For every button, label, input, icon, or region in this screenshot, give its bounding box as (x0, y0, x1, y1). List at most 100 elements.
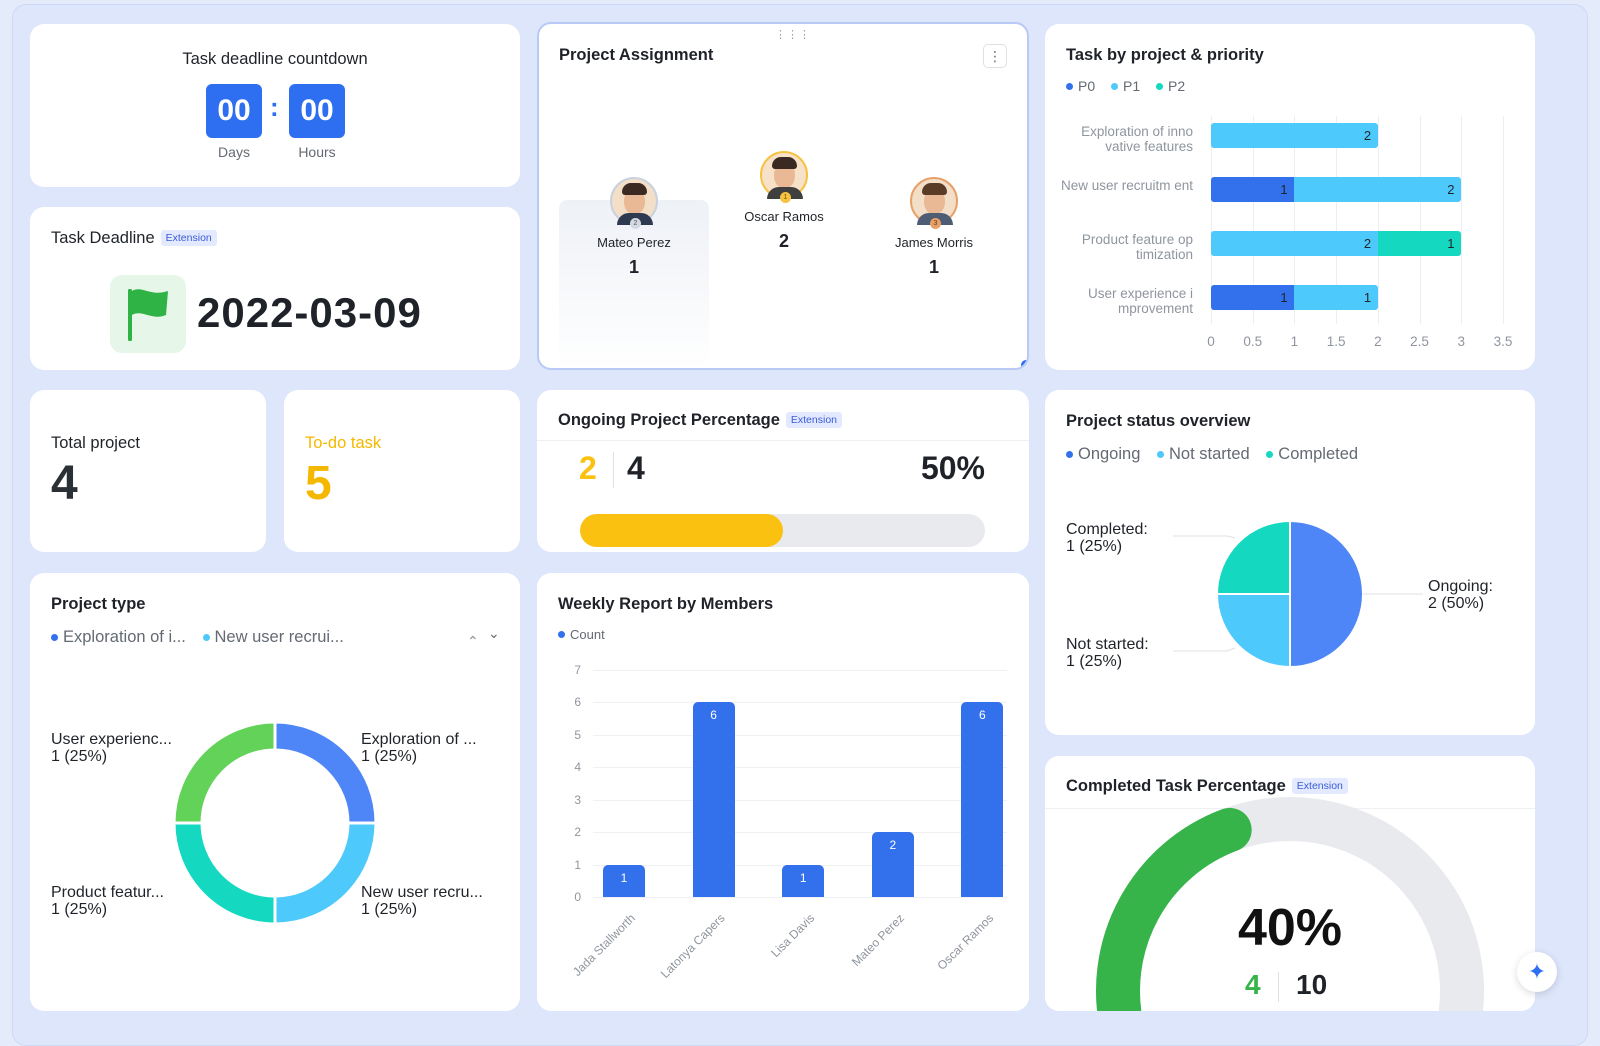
deadline-title: Task Deadline Extension (51, 229, 217, 248)
deadline-date: 2022-03-09 (197, 289, 422, 336)
category-label: Mateo Perez (848, 911, 907, 970)
ongoing-progress-fill (580, 514, 783, 547)
data-label: 1 (1280, 182, 1288, 197)
status-card: Project status overview Ongoing Not star… (1045, 390, 1535, 735)
category-label: User experience i mprovement (1087, 286, 1193, 316)
bar-segment (1211, 285, 1295, 310)
grid-line (593, 897, 1007, 898)
legend-item: Completed (1266, 445, 1358, 464)
legend-item: P1 (1111, 78, 1140, 94)
ongoing-part: 2 (579, 450, 597, 486)
data-label: 6 (710, 708, 717, 723)
status-title: Project status overview (1066, 412, 1251, 430)
data-label: 1 (620, 870, 628, 885)
assignment-title: Project Assignment (559, 46, 714, 64)
legend-page-down-icon[interactable]: ⌄ (488, 625, 500, 641)
grid-line (593, 670, 1007, 671)
slice-label-completed: Completed: 1 (25%) (1066, 521, 1148, 555)
task-priority-card: Task by project & priority P0 P1 P2 0 0.5… (1045, 24, 1535, 370)
grid-line (1294, 116, 1296, 324)
bar-segment (1294, 177, 1462, 202)
grid-line (593, 799, 1007, 801)
member-count: 1 (928, 257, 939, 277)
data-label: 1 (1280, 290, 1288, 305)
pie-slice (1215, 593, 1291, 669)
grid-line (593, 734, 1007, 736)
priority-legend: P0 P1 P2 (1066, 78, 1197, 94)
project-type-card: Project type Exploration of i... New use… (30, 573, 520, 1011)
days-value: 00 (206, 84, 262, 138)
category-label: Jada Stallworth (569, 911, 638, 979)
ongoing-card: Ongoing Project Percentage Extension 2 4 … (537, 390, 1029, 552)
completed-gauge (1096, 797, 1484, 1011)
member-count: 2 (778, 231, 789, 251)
y-tick-label: 3 (574, 792, 581, 807)
extension-badge: Extension (785, 412, 843, 428)
priority-bar-chart: 0 0.5 1 1.5 2 2.5 3 3.5 Exploration of inno vati… (1045, 24, 1535, 370)
sparkle-icon[interactable]: ✦ (1517, 952, 1557, 992)
slice-label-new-user: New user recru... 1 (25%) (361, 884, 483, 918)
grid-line (593, 702, 1007, 704)
ongoing-progress-track (580, 514, 985, 547)
bar-segment (1294, 285, 1378, 310)
member-count: 1 (628, 257, 639, 277)
completed-title: Completed Task Percentage Extension (1066, 777, 1348, 796)
avatar: 3 (910, 177, 958, 229)
completed-card: Completed Task Percentage Extension 40% 4… (1045, 756, 1535, 1011)
x-tick-label: 3 (1457, 334, 1466, 349)
value-divider (1278, 972, 1279, 1002)
deadline-title-text: Task Deadline (51, 229, 155, 247)
legend-item: P2 (1156, 78, 1185, 94)
x-tick-label: 2 (1374, 334, 1382, 349)
category-label: New user recruitm ent (1060, 178, 1193, 193)
member-name: Oscar Ramos (744, 209, 824, 224)
drag-handle-icon[interactable]: ⋮⋮⋮ (775, 29, 811, 41)
data-label: 2 (889, 838, 897, 853)
more-vertical-icon[interactable]: ⋮ (983, 44, 1007, 68)
todo-task-label: To-do task (305, 434, 382, 452)
bar-segment (1211, 123, 1378, 148)
ongoing-title: Ongoing Project Percentage Extension (558, 411, 843, 430)
grid-line (593, 832, 1007, 834)
member-name: James Morris (894, 235, 973, 250)
x-tick-label: 1.5 (1326, 334, 1346, 349)
y-tick-label: 0 (574, 890, 581, 904)
weekly-report-card: Weekly Report by Members Count 0 1 2 3 4 5 6 7 1… (537, 573, 1029, 1011)
grid-line (1461, 116, 1463, 324)
donut-slice (172, 821, 277, 926)
data-label: 2 (1363, 128, 1372, 143)
y-tick-label: 2 (574, 825, 581, 840)
x-tick-label: 3.5 (1493, 334, 1513, 349)
category-label: Lisa Davis (768, 911, 818, 961)
data-label: 2 (1447, 182, 1455, 197)
status-legend: Ongoing Not started Completed (1066, 445, 1370, 464)
legend-item: New user recrui... (202, 628, 344, 647)
weekly-bar-chart: 0 1 2 3 4 5 6 7 1 Jada Stallworth 6 Latonya Capers 1… (537, 573, 1029, 1011)
weekly-legend: Count (558, 627, 617, 642)
avatar: 1 (760, 151, 808, 203)
member-second: 2 Mateo Perez 1 (559, 177, 709, 278)
category-label: Product feature op timization (1081, 232, 1193, 262)
bar-segment (1211, 177, 1295, 202)
legend-item: Ongoing (1066, 445, 1140, 464)
bar (603, 864, 645, 897)
completed-title-text: Completed Task Percentage (1066, 777, 1286, 795)
slice-label-ongoing: Ongoing: 2 (50%) (1428, 578, 1493, 612)
gauge-fill (1096, 807, 1252, 1011)
legend-item: Count (558, 627, 605, 642)
completed-percent: 40% (1237, 899, 1343, 957)
slice-label-user-experience: User experienc... 1 (25%) (51, 731, 172, 765)
total-project-value: 4 (51, 457, 78, 510)
assignment-card: ⋮⋮⋮ Project Assignment ⋮ 2 Mateo Perez 1… (537, 22, 1029, 370)
resize-handle[interactable] (1021, 360, 1027, 368)
y-tick-label: 5 (574, 727, 581, 742)
todo-task-value: 5 (305, 457, 332, 510)
y-tick-label: 6 (574, 695, 581, 710)
category-label: Oscar Ramos (934, 911, 997, 973)
legend-page-up-icon[interactable]: ⌃ (467, 633, 479, 649)
x-tick-label: 0.5 (1243, 334, 1263, 349)
slice-label-product-feature: Product featur... 1 (25%) (51, 884, 164, 918)
bar (782, 864, 825, 897)
donut-slice (172, 720, 277, 825)
member-name: Mateo Perez (597, 235, 671, 250)
